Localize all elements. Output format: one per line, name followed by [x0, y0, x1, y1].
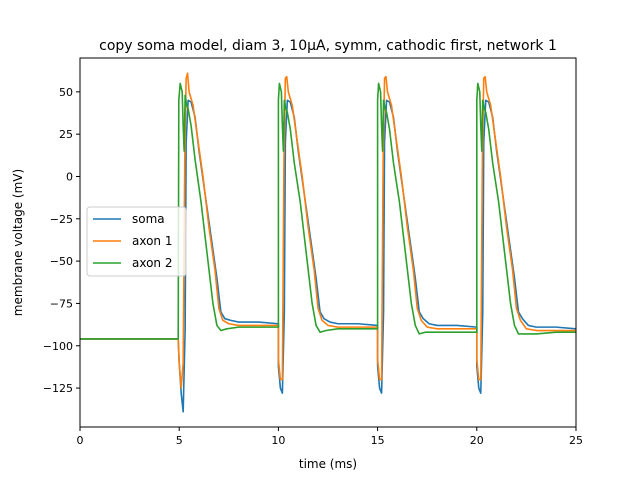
x-tick-label: 5 [176, 434, 183, 447]
y-axis: 50 25 0 −25 −50 −75 −100 −125 [43, 86, 80, 395]
x-tick-label: 25 [569, 434, 583, 447]
series-line-axon-2 [80, 82, 576, 340]
y-tick-label: 25 [59, 128, 73, 141]
x-tick-label: 0 [77, 434, 84, 447]
chart-title: copy soma model, diam 3, 10μA, symm, cat… [99, 38, 557, 54]
x-tick-label: 20 [470, 434, 484, 447]
legend-label-soma: soma [132, 212, 165, 226]
y-tick-label: −50 [50, 255, 73, 268]
legend: soma axon 1 axon 2 [86, 206, 187, 277]
y-tick-label: −25 [50, 213, 73, 226]
series-layer [80, 72, 576, 413]
legend-box [86, 206, 187, 277]
series-line-axon-1 [80, 72, 576, 389]
y-tick-label: −100 [43, 340, 73, 353]
y-tick-label: 0 [66, 170, 73, 183]
x-tick-label: 15 [371, 434, 385, 447]
x-axis-label: time (ms) [299, 457, 357, 471]
x-axis: 0 5 10 15 20 25 [77, 427, 583, 447]
axes-frame [79, 57, 577, 428]
y-tick-label: 50 [59, 86, 73, 99]
y-tick-label: −75 [50, 297, 73, 310]
y-tick-label: −125 [43, 382, 73, 395]
legend-label-axon-2: axon 2 [132, 256, 172, 270]
legend-label-axon-1: axon 1 [132, 234, 172, 248]
y-axis-label: membrane voltage (mV) [11, 169, 25, 316]
x-tick-label: 10 [271, 434, 285, 447]
